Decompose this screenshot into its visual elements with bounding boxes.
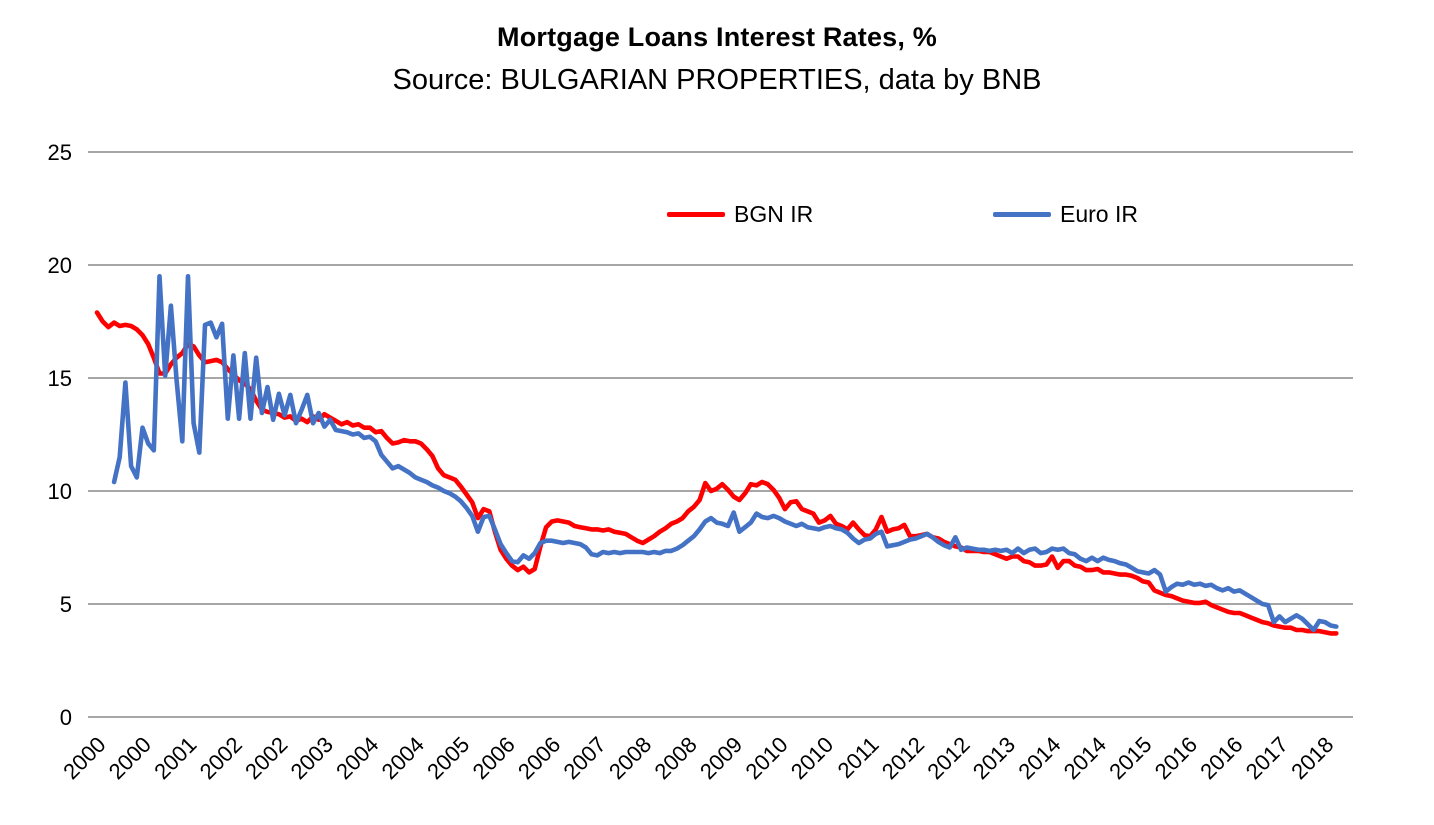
y-tick-label: 5 [60, 592, 72, 617]
x-tick-label: 2011 [833, 732, 884, 783]
legend-label-bgn: BGN IR [734, 200, 814, 227]
x-tick-label: 2003 [286, 732, 338, 784]
x-tick-label: 2007 [559, 732, 611, 784]
chart-title: Mortgage Loans Interest Rates, % [497, 22, 937, 52]
x-tick-label: 2005 [422, 732, 474, 784]
x-tick-label: 2006 [468, 732, 520, 784]
legend-item-bgn-ir[interactable]: BGN IR [667, 200, 814, 227]
x-tick-label: 2014 [1013, 732, 1065, 784]
x-tick-label: 2013 [968, 732, 1020, 784]
legend-line-swatch-euro [993, 211, 1051, 217]
x-tick-label: 2015 [1104, 732, 1156, 784]
y-tick-label: 10 [48, 479, 72, 504]
x-tick-label: 2006 [513, 732, 565, 784]
x-tick-label: 2012 [877, 732, 929, 784]
x-tick-label: 2008 [604, 732, 656, 784]
x-tick-label: 2014 [1059, 732, 1111, 784]
x-tick-label: 2016 [1150, 732, 1202, 784]
x-tick-label: 2004 [331, 732, 383, 784]
legend-label-euro: Euro IR [1060, 200, 1138, 227]
x-tick-label: 2008 [649, 732, 701, 784]
x-tick-label: 2000 [104, 732, 156, 784]
x-tick-label: 2002 [195, 732, 247, 784]
legend-line-swatch-bgn [667, 211, 725, 217]
x-tick-label: 2010 [740, 732, 792, 784]
x-tick-label: 2002 [240, 732, 292, 784]
x-tick-label: 2016 [1195, 732, 1247, 784]
x-tick-label: 2000 [58, 732, 110, 784]
series-line-bgn-ir [94, 310, 1339, 636]
x-tick-label: 2001 [149, 732, 201, 784]
x-tick-label: 2010 [786, 732, 838, 784]
series-line-euro-ir [111, 274, 1339, 633]
x-tick-label: 2012 [922, 732, 974, 784]
x-tick-label: 2004 [377, 732, 429, 784]
x-tick-label: 2018 [1286, 732, 1338, 784]
x-axis-labels: 2000200020012002200220032004200420052006… [58, 732, 1338, 784]
x-tick-label: 2009 [695, 732, 747, 784]
y-tick-label: 15 [48, 366, 72, 391]
y-tick-label: 20 [48, 253, 72, 278]
y-axis-labels: 0 5 10 15 20 25 [48, 140, 72, 730]
x-tick-label: 2017 [1241, 732, 1293, 784]
legend-item-euro-ir[interactable]: Euro IR [993, 200, 1138, 227]
chart-subtitle: Source: BULGARIAN PROPERTIES, data by BN… [392, 64, 1042, 96]
gridlines [88, 151, 1353, 718]
y-tick-label: 25 [48, 140, 72, 165]
y-tick-label: 0 [60, 705, 72, 730]
